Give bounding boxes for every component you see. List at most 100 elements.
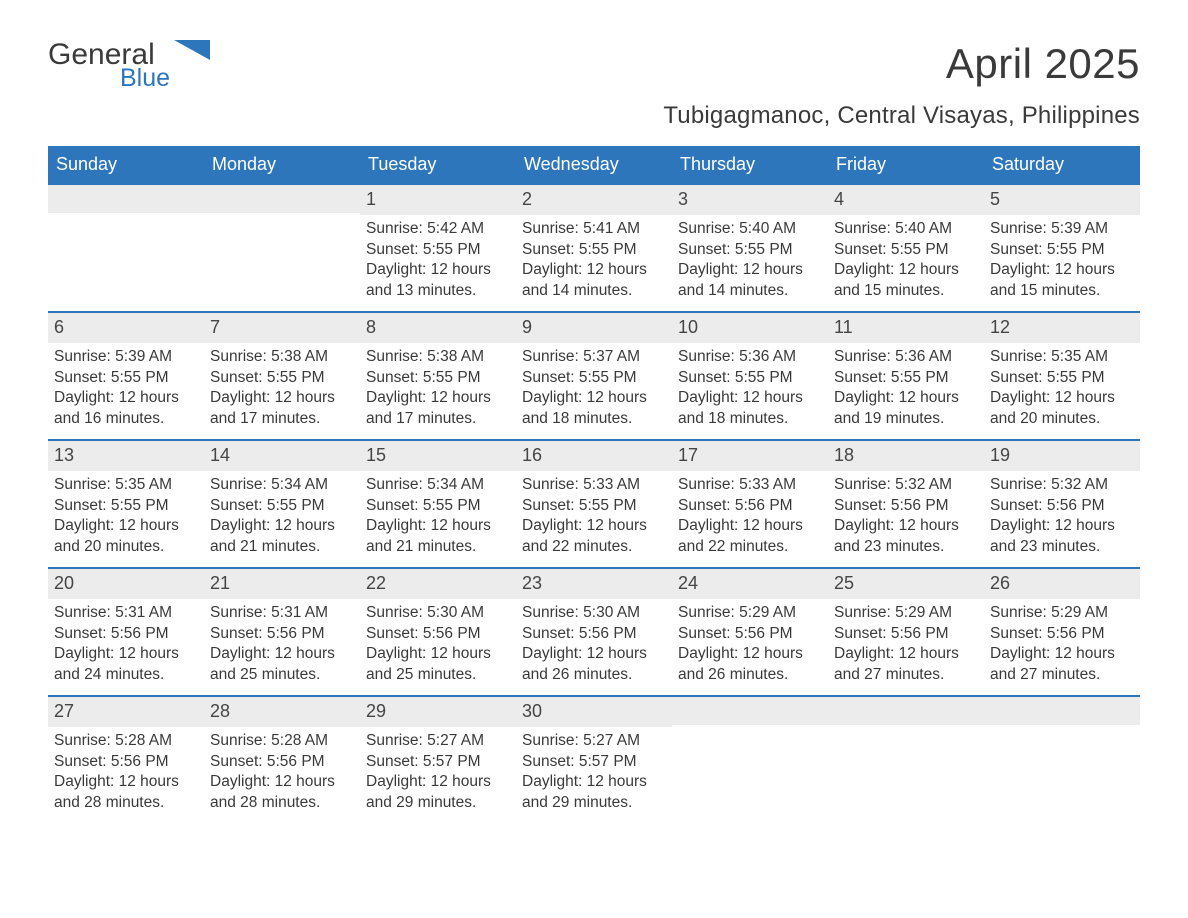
daylight-line: Daylight: 12 hours and 21 minutes. <box>366 516 510 558</box>
day-cell: 9Sunrise: 5:37 AMSunset: 5:55 PMDaylight… <box>516 312 672 440</box>
sunset-line: Sunset: 5:55 PM <box>366 240 510 261</box>
sunset-line: Sunset: 5:57 PM <box>522 752 666 773</box>
sunrise-line: Sunrise: 5:36 AM <box>834 347 978 368</box>
sunrise-line: Sunrise: 5:29 AM <box>990 603 1134 624</box>
sunrise-line: Sunrise: 5:39 AM <box>990 219 1134 240</box>
dow-monday: Monday <box>204 146 360 184</box>
sunset-line: Sunset: 5:55 PM <box>210 368 354 389</box>
daylight-line: Daylight: 12 hours and 19 minutes. <box>834 388 978 430</box>
day-number: 16 <box>516 441 672 471</box>
daylight-line: Daylight: 12 hours and 18 minutes. <box>522 388 666 430</box>
sunset-line: Sunset: 5:56 PM <box>54 752 198 773</box>
sunrise-line: Sunrise: 5:37 AM <box>522 347 666 368</box>
day-number: 21 <box>204 569 360 599</box>
sunrise-line: Sunrise: 5:27 AM <box>366 731 510 752</box>
day-cell: 5Sunrise: 5:39 AMSunset: 5:55 PMDaylight… <box>984 184 1140 312</box>
day-number: 30 <box>516 697 672 727</box>
day-body: Sunrise: 5:32 AMSunset: 5:56 PMDaylight:… <box>984 471 1140 565</box>
logo-triangle-icon <box>174 40 210 71</box>
sunset-line: Sunset: 5:56 PM <box>990 496 1134 517</box>
day-number: 9 <box>516 313 672 343</box>
day-cell <box>672 696 828 824</box>
day-cell: 12Sunrise: 5:35 AMSunset: 5:55 PMDayligh… <box>984 312 1140 440</box>
sunrise-line: Sunrise: 5:31 AM <box>54 603 198 624</box>
daylight-line: Daylight: 12 hours and 24 minutes. <box>54 644 198 686</box>
week-row: 13Sunrise: 5:35 AMSunset: 5:55 PMDayligh… <box>48 440 1140 568</box>
sunrise-line: Sunrise: 5:34 AM <box>366 475 510 496</box>
sunset-line: Sunset: 5:55 PM <box>834 240 978 261</box>
daylight-line: Daylight: 12 hours and 20 minutes. <box>54 516 198 558</box>
daylight-line: Daylight: 12 hours and 18 minutes. <box>678 388 822 430</box>
sunset-line: Sunset: 5:55 PM <box>522 240 666 261</box>
day-body: Sunrise: 5:40 AMSunset: 5:55 PMDaylight:… <box>672 215 828 309</box>
sunset-line: Sunset: 5:56 PM <box>366 624 510 645</box>
daylight-line: Daylight: 12 hours and 14 minutes. <box>678 260 822 302</box>
day-body: Sunrise: 5:35 AMSunset: 5:55 PMDaylight:… <box>48 471 204 565</box>
day-number: 24 <box>672 569 828 599</box>
day-body: Sunrise: 5:35 AMSunset: 5:55 PMDaylight:… <box>984 343 1140 437</box>
daylight-line: Daylight: 12 hours and 27 minutes. <box>834 644 978 686</box>
day-number: 11 <box>828 313 984 343</box>
dow-tuesday: Tuesday <box>360 146 516 184</box>
day-cell: 7Sunrise: 5:38 AMSunset: 5:55 PMDaylight… <box>204 312 360 440</box>
day-cell: 19Sunrise: 5:32 AMSunset: 5:56 PMDayligh… <box>984 440 1140 568</box>
sunrise-line: Sunrise: 5:42 AM <box>366 219 510 240</box>
day-cell: 15Sunrise: 5:34 AMSunset: 5:55 PMDayligh… <box>360 440 516 568</box>
empty-day <box>672 697 828 725</box>
empty-day <box>48 185 204 213</box>
day-body: Sunrise: 5:37 AMSunset: 5:55 PMDaylight:… <box>516 343 672 437</box>
daylight-line: Daylight: 12 hours and 28 minutes. <box>210 772 354 814</box>
day-cell: 8Sunrise: 5:38 AMSunset: 5:55 PMDaylight… <box>360 312 516 440</box>
daylight-line: Daylight: 12 hours and 22 minutes. <box>522 516 666 558</box>
day-body: Sunrise: 5:30 AMSunset: 5:56 PMDaylight:… <box>516 599 672 693</box>
sunset-line: Sunset: 5:55 PM <box>522 368 666 389</box>
sunset-line: Sunset: 5:55 PM <box>54 368 198 389</box>
day-cell: 30Sunrise: 5:27 AMSunset: 5:57 PMDayligh… <box>516 696 672 824</box>
day-cell: 11Sunrise: 5:36 AMSunset: 5:55 PMDayligh… <box>828 312 984 440</box>
day-body: Sunrise: 5:28 AMSunset: 5:56 PMDaylight:… <box>48 727 204 821</box>
dow-wednesday: Wednesday <box>516 146 672 184</box>
day-number: 18 <box>828 441 984 471</box>
day-number: 27 <box>48 697 204 727</box>
sunrise-line: Sunrise: 5:30 AM <box>366 603 510 624</box>
day-cell: 27Sunrise: 5:28 AMSunset: 5:56 PMDayligh… <box>48 696 204 824</box>
day-number: 1 <box>360 185 516 215</box>
sunrise-line: Sunrise: 5:35 AM <box>990 347 1134 368</box>
daylight-line: Daylight: 12 hours and 23 minutes. <box>834 516 978 558</box>
daylight-line: Daylight: 12 hours and 15 minutes. <box>834 260 978 302</box>
empty-day <box>828 697 984 725</box>
sunset-line: Sunset: 5:55 PM <box>678 240 822 261</box>
day-number: 13 <box>48 441 204 471</box>
daylight-line: Daylight: 12 hours and 25 minutes. <box>210 644 354 686</box>
sunrise-line: Sunrise: 5:30 AM <box>522 603 666 624</box>
sunrise-line: Sunrise: 5:38 AM <box>366 347 510 368</box>
day-number: 12 <box>984 313 1140 343</box>
sunset-line: Sunset: 5:55 PM <box>678 368 822 389</box>
day-number: 28 <box>204 697 360 727</box>
sunset-line: Sunset: 5:55 PM <box>990 240 1134 261</box>
sunrise-line: Sunrise: 5:28 AM <box>210 731 354 752</box>
sunrise-line: Sunrise: 5:35 AM <box>54 475 198 496</box>
day-cell: 24Sunrise: 5:29 AMSunset: 5:56 PMDayligh… <box>672 568 828 696</box>
day-body: Sunrise: 5:31 AMSunset: 5:56 PMDaylight:… <box>48 599 204 693</box>
day-cell: 14Sunrise: 5:34 AMSunset: 5:55 PMDayligh… <box>204 440 360 568</box>
day-cell: 26Sunrise: 5:29 AMSunset: 5:56 PMDayligh… <box>984 568 1140 696</box>
day-cell: 20Sunrise: 5:31 AMSunset: 5:56 PMDayligh… <box>48 568 204 696</box>
day-number: 5 <box>984 185 1140 215</box>
empty-day <box>204 185 360 213</box>
day-number: 15 <box>360 441 516 471</box>
month-title: April 2025 <box>663 40 1140 88</box>
day-cell: 29Sunrise: 5:27 AMSunset: 5:57 PMDayligh… <box>360 696 516 824</box>
day-number: 10 <box>672 313 828 343</box>
day-cell <box>48 184 204 312</box>
sunrise-line: Sunrise: 5:40 AM <box>834 219 978 240</box>
day-body: Sunrise: 5:41 AMSunset: 5:55 PMDaylight:… <box>516 215 672 309</box>
sunset-line: Sunset: 5:55 PM <box>210 496 354 517</box>
sunrise-line: Sunrise: 5:32 AM <box>990 475 1134 496</box>
day-number: 3 <box>672 185 828 215</box>
day-number: 6 <box>48 313 204 343</box>
day-number: 26 <box>984 569 1140 599</box>
day-cell: 3Sunrise: 5:40 AMSunset: 5:55 PMDaylight… <box>672 184 828 312</box>
header: General Blue April 2025 Tubigagmanoc, Ce… <box>48 40 1140 140</box>
day-number: 20 <box>48 569 204 599</box>
